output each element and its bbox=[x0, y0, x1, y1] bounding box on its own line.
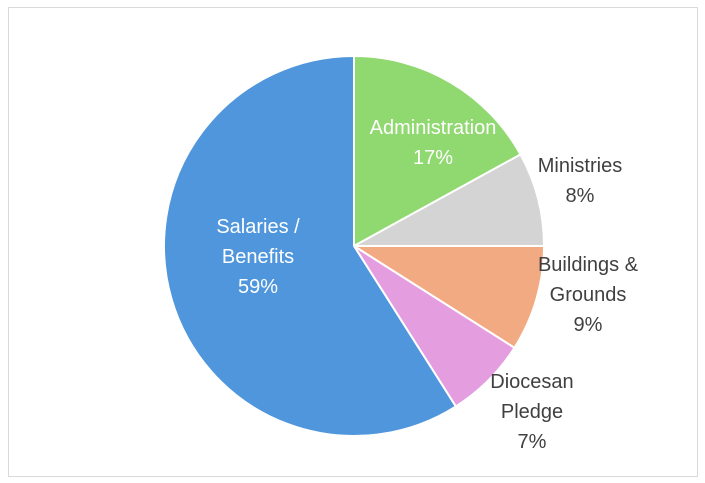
pie-slice-4 bbox=[163, 54, 458, 437]
slice-label-line: Benefits bbox=[222, 246, 294, 268]
slice-label-4: Salaries / Benefits 59% bbox=[216, 216, 300, 298]
slice-label-1: Ministries 8% bbox=[538, 155, 622, 207]
slice-label-3: Diocesan Pledge 7% bbox=[490, 371, 573, 453]
slice-label-line: Buildings & bbox=[538, 254, 639, 276]
slice-label-line: Diocesan bbox=[490, 371, 573, 393]
slice-label-line: Administration bbox=[370, 117, 497, 139]
slice-label-line: Ministries bbox=[538, 155, 622, 177]
slice-label-line: 9% bbox=[574, 314, 603, 336]
pie-slice-2 bbox=[350, 245, 546, 350]
slice-label-line: 8% bbox=[566, 185, 595, 207]
slice-label-line: 17% bbox=[413, 147, 453, 169]
slice-label-line: 59% bbox=[238, 276, 278, 298]
slice-label-line: Grounds bbox=[550, 284, 627, 306]
pie-slice-0 bbox=[353, 54, 522, 248]
pie-slice-1 bbox=[353, 153, 546, 247]
slice-label-line: Salaries / bbox=[216, 216, 300, 238]
slice-label-line: 7% bbox=[518, 431, 547, 453]
slice-label-2: Buildings & Grounds 9% bbox=[538, 254, 639, 336]
slice-label-0: Administration 17% bbox=[370, 117, 497, 169]
slice-label-line: Pledge bbox=[501, 401, 563, 423]
